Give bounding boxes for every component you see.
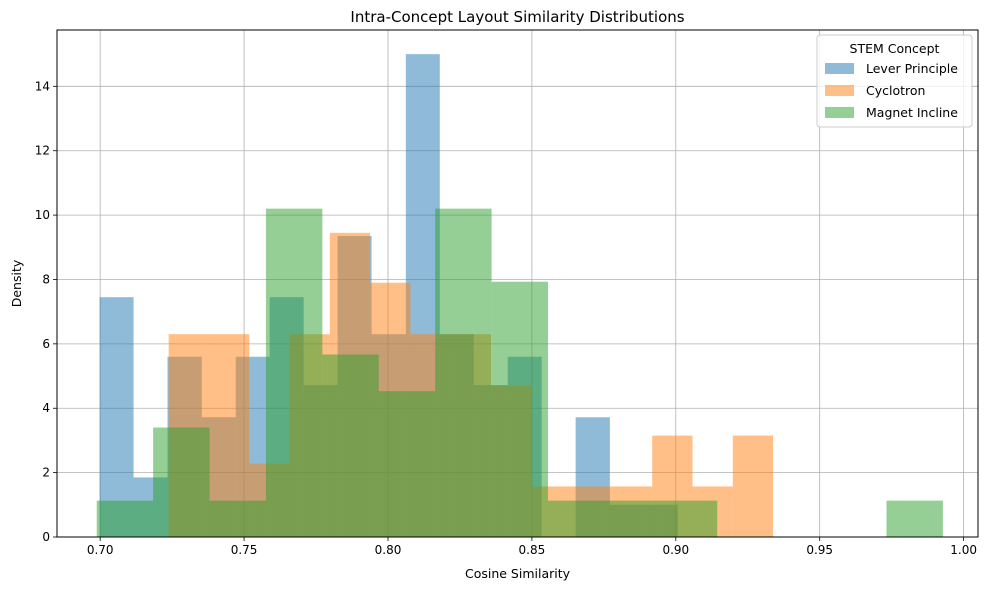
bar-magnet-incline bbox=[378, 391, 436, 537]
x-tick-label: 0.85 bbox=[519, 543, 546, 557]
bar-magnet-incline bbox=[96, 500, 154, 537]
legend-label-magnet-incline: Magnet Incline bbox=[866, 105, 958, 120]
y-axis: 0 2 4 6 8 10 12 14 bbox=[35, 79, 57, 544]
bar-magnet-incline bbox=[548, 500, 605, 537]
bar-magnet-incline bbox=[153, 427, 210, 537]
histogram-bars bbox=[96, 54, 943, 538]
bar-magnet-incline bbox=[322, 354, 379, 537]
bar-magnet-incline bbox=[886, 500, 943, 537]
x-tick-label: 1.00 bbox=[950, 543, 977, 557]
y-tick-label: 14 bbox=[35, 79, 50, 93]
y-tick-label: 2 bbox=[42, 466, 50, 480]
plot-frame bbox=[56, 29, 979, 538]
x-axis: 0.70 0.75 0.80 0.85 0.90 0.95 1.00 bbox=[87, 537, 977, 557]
x-tick-label: 0.70 bbox=[87, 543, 114, 557]
bar-magnet-incline bbox=[435, 208, 492, 537]
bar-magnet-incline bbox=[265, 208, 323, 537]
legend-label-lever-principle: Lever Principle bbox=[866, 61, 958, 76]
legend-title: STEM Concept bbox=[850, 41, 940, 56]
y-tick-label: 8 bbox=[42, 272, 50, 286]
y-tick-label: 6 bbox=[42, 337, 50, 351]
legend-swatch-magnet-incline bbox=[825, 107, 854, 118]
legend-label-cyclotron: Cyclotron bbox=[866, 83, 925, 98]
x-tick-label: 0.80 bbox=[375, 543, 402, 557]
y-tick-label: 0 bbox=[42, 530, 50, 544]
y-tick-label: 12 bbox=[35, 144, 50, 158]
bar-lever-principle bbox=[99, 297, 134, 537]
bar-cyclotron bbox=[732, 435, 774, 537]
series-magnet-incline bbox=[96, 208, 943, 537]
x-tick-label: 0.95 bbox=[806, 543, 833, 557]
y-axis-label: Density bbox=[9, 259, 24, 307]
bar-magnet-incline bbox=[209, 500, 266, 537]
x-axis-label: Cosine Similarity bbox=[465, 566, 571, 581]
x-tick-label: 0.75 bbox=[231, 543, 258, 557]
chart-title: Intra-Concept Layout Similarity Distribu… bbox=[350, 8, 684, 26]
bar-magnet-incline bbox=[660, 500, 718, 537]
y-tick-label: 10 bbox=[35, 208, 50, 222]
legend: STEM Concept Lever Principle Cyclotron M… bbox=[816, 34, 973, 128]
bar-magnet-incline bbox=[491, 281, 549, 537]
x-tick-label: 0.90 bbox=[662, 543, 689, 557]
bar-magnet-incline bbox=[604, 500, 661, 537]
legend-swatch-cyclotron bbox=[825, 85, 854, 96]
legend-box bbox=[816, 34, 973, 128]
legend-swatch-lever-principle bbox=[825, 63, 854, 74]
y-tick-label: 4 bbox=[42, 401, 50, 415]
